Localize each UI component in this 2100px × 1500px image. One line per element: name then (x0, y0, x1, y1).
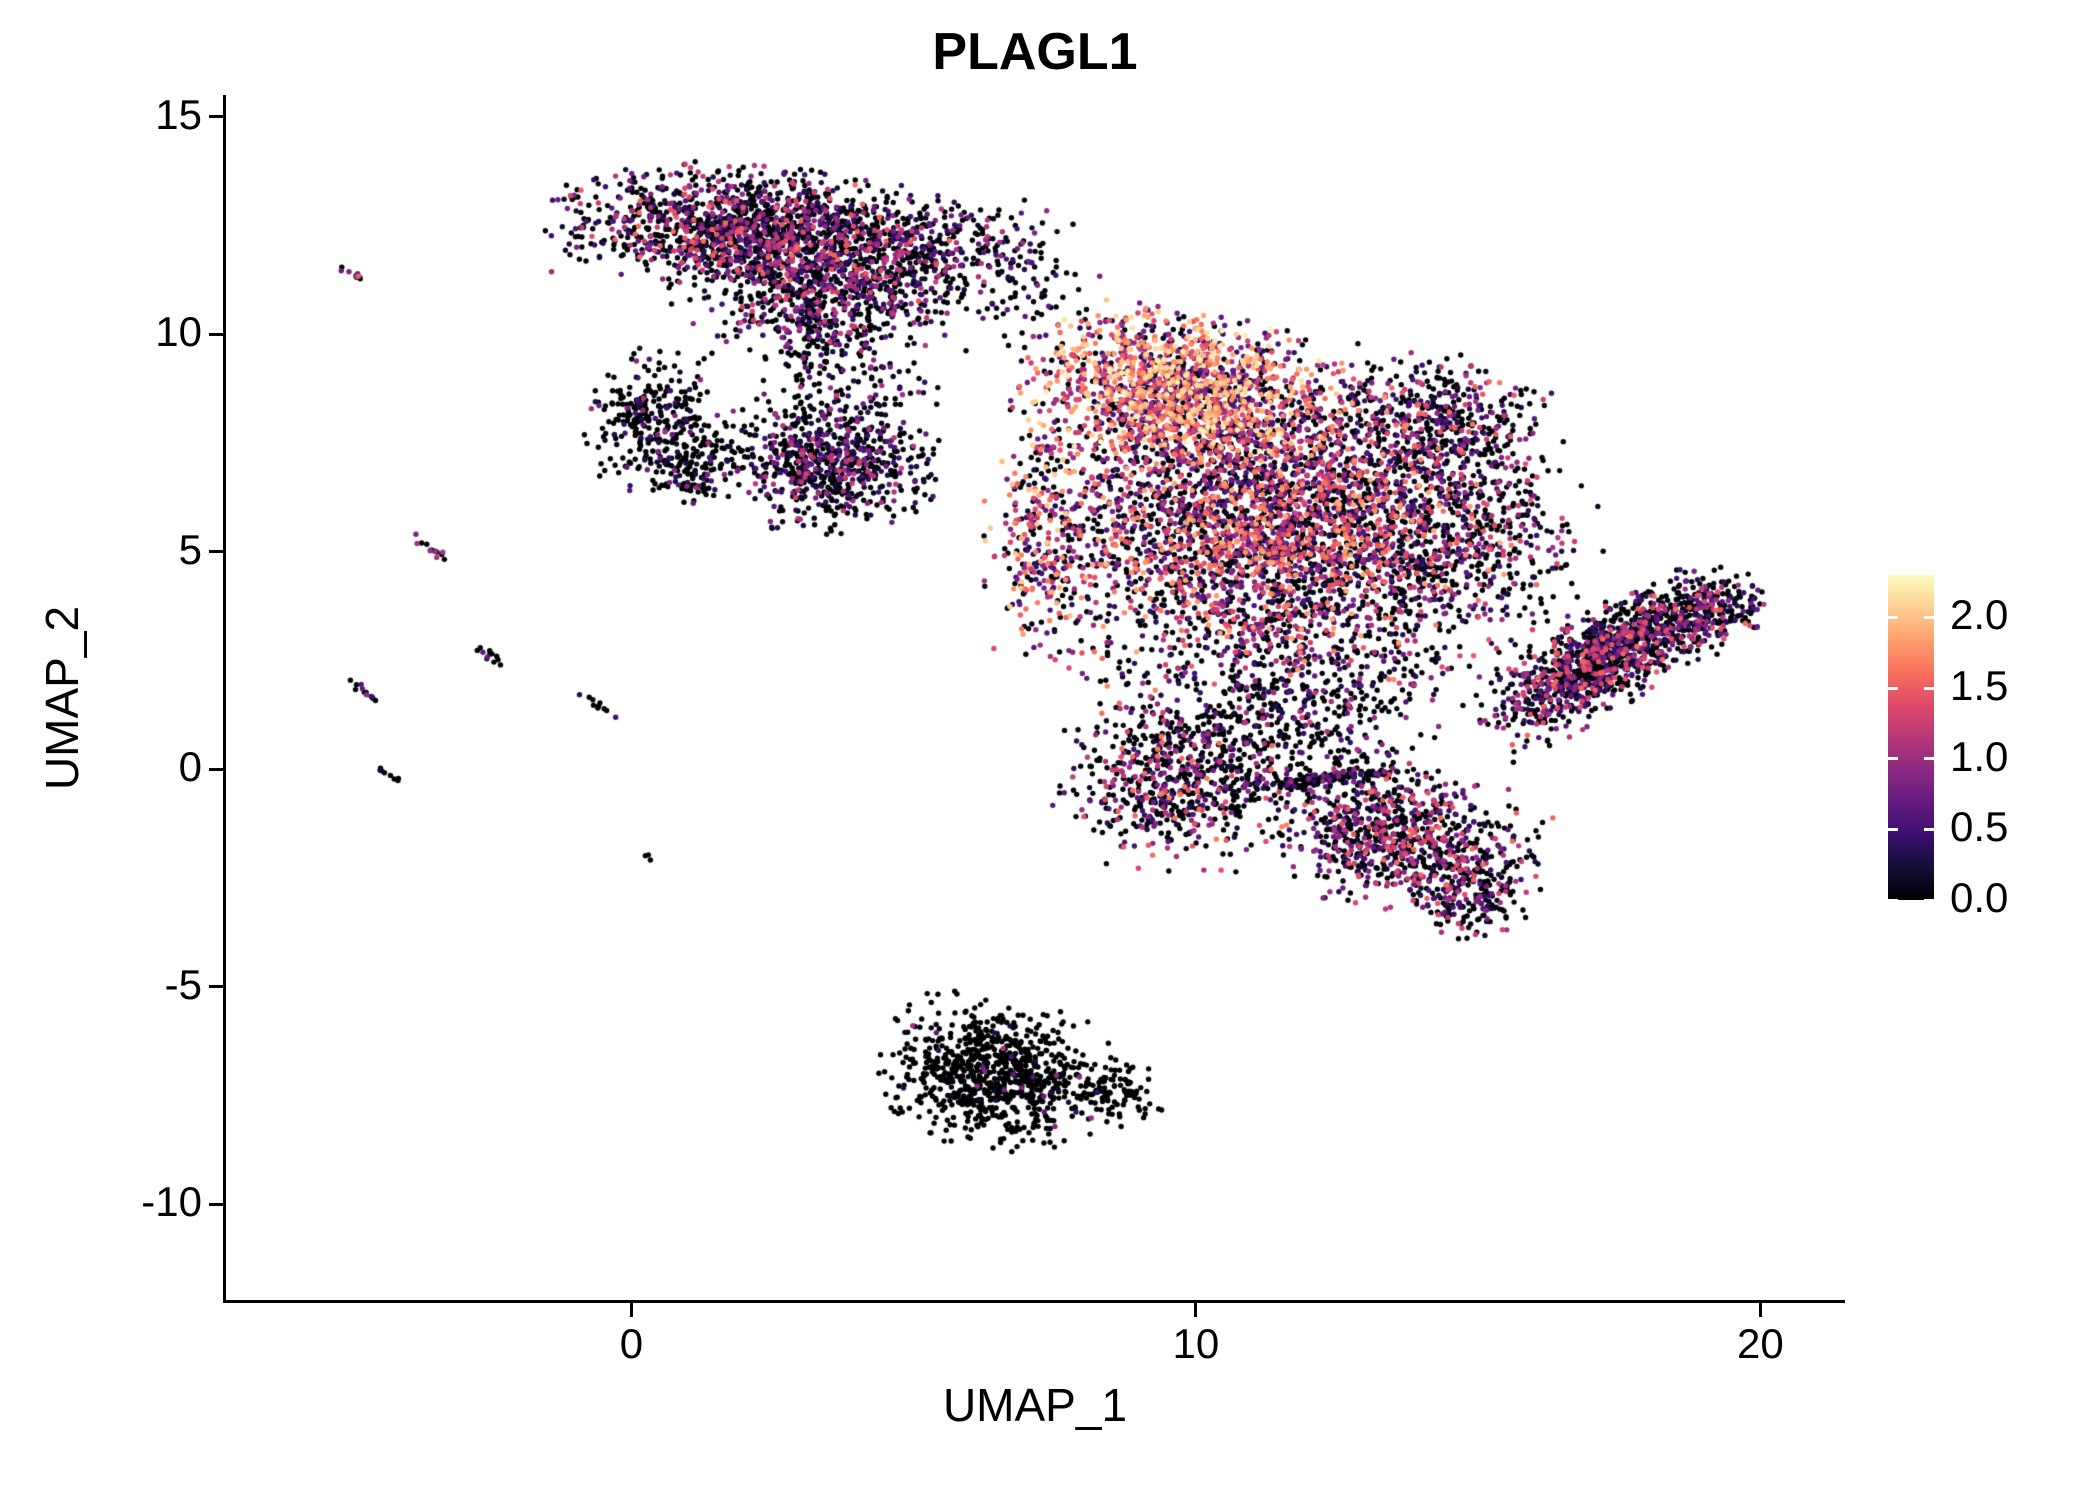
colorbar-gradient (1888, 575, 1934, 900)
y-tick-label: -10 (141, 1178, 202, 1226)
y-tick-mark (209, 985, 223, 989)
y-tick-label: 10 (155, 308, 202, 356)
x-axis-line (223, 1300, 1845, 1303)
colorbar-tick-mark (1924, 898, 1934, 902)
plot-title: PLAGL1 (932, 23, 1138, 81)
x-tick-label: 0 (619, 1320, 644, 1367)
colorbar-tick-mark (1888, 898, 1898, 902)
colorbar-tick-mark (1924, 757, 1934, 761)
colorbar-tick-label: 1.0 (1950, 732, 2009, 780)
colorbar-tick-label: 1.5 (1950, 662, 2009, 710)
colorbar-tick-label: 0.0 (1950, 874, 2009, 921)
colorbar-tick-mark (1888, 686, 1898, 690)
y-tick-label: 0 (178, 743, 202, 791)
y-tick-mark (209, 332, 223, 336)
colorbar-tick-mark (1924, 686, 1934, 690)
y-axis-label: UMAP_2 (36, 605, 88, 791)
x-tick-mark (1758, 1303, 1762, 1317)
colorbar-tick-mark (1888, 827, 1898, 831)
y-tick-label: 5 (178, 525, 202, 573)
y-tick-label: 15 (155, 90, 202, 138)
x-tick-mark (1194, 1303, 1198, 1317)
y-tick-mark (209, 115, 223, 119)
colorbar-tick-mark (1924, 827, 1934, 831)
y-tick-mark (209, 550, 223, 554)
colorbar-tick-label: 2.0 (1950, 591, 2009, 639)
colorbar-tick-mark (1888, 757, 1898, 761)
x-tick-mark (629, 1303, 633, 1317)
colorbar-tick-mark (1924, 615, 1934, 619)
x-axis-label: UMAP_1 (942, 1379, 1128, 1431)
colorbar-tick-label: 0.5 (1950, 803, 2009, 851)
y-tick-label: -5 (164, 960, 202, 1008)
umap-scatter-canvas (225, 95, 1845, 1300)
y-tick-mark (209, 767, 223, 771)
colorbar-tick-mark (1888, 615, 1898, 619)
x-tick-label: 10 (1172, 1320, 1220, 1367)
x-tick-label: 20 (1736, 1320, 1784, 1367)
y-tick-mark (209, 1202, 223, 1206)
y-axis-line (223, 95, 226, 1303)
